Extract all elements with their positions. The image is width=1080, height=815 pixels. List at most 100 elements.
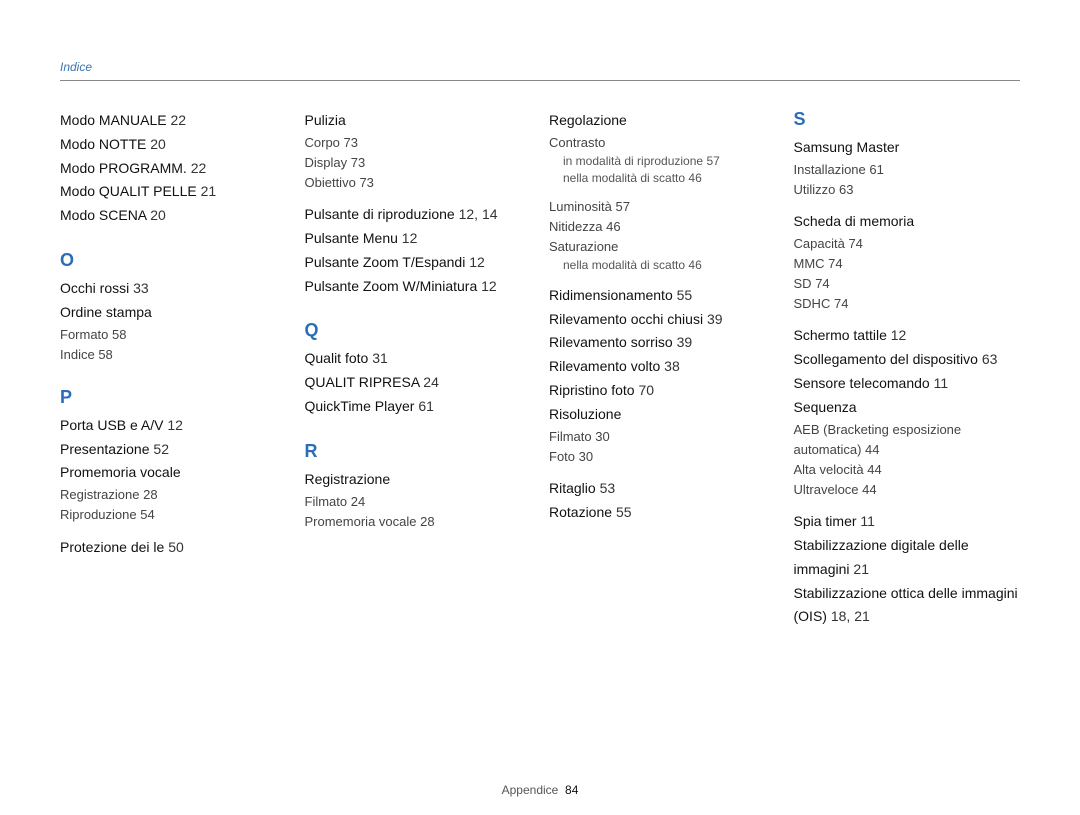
entry-label: Qualit foto bbox=[305, 350, 369, 366]
entry: Protezione dei le 50 bbox=[60, 536, 287, 560]
entry-page: 39 bbox=[677, 334, 693, 350]
spacer bbox=[305, 193, 532, 203]
sub-label: Formato bbox=[60, 327, 108, 342]
spacer bbox=[549, 187, 776, 197]
entry: QUALIT RIPRESA 24 bbox=[305, 371, 532, 395]
subentry: Utilizzo 63 bbox=[794, 180, 1021, 200]
entry: Stabilizzazione ottica delle immagini (O… bbox=[794, 582, 1021, 630]
entry: Pulsante di riproduzione 12, 14 bbox=[305, 203, 532, 227]
entry: Pulsante Zoom W/Miniatura 12 bbox=[305, 275, 532, 299]
sub-label: Promemoria vocale bbox=[305, 514, 417, 529]
subsub-label: nella modalità di scatto bbox=[563, 171, 685, 185]
sub-page: 58 bbox=[98, 347, 112, 362]
entry-label: Presentazione bbox=[60, 441, 150, 457]
section-header-p: P bbox=[60, 387, 287, 408]
subentry: Ultraveloce 44 bbox=[794, 480, 1021, 500]
sub-page: 54 bbox=[140, 507, 154, 522]
sub-label: Riproduzione bbox=[60, 507, 137, 522]
subsubentry: nella modalità di scatto 46 bbox=[549, 170, 776, 187]
entry-page: 12 bbox=[167, 417, 183, 433]
subentry: SD 74 bbox=[794, 274, 1021, 294]
entry-label: Samsung Master bbox=[794, 139, 900, 155]
entry-label: Ritaglio bbox=[549, 480, 596, 496]
subentry: Corpo 73 bbox=[305, 133, 532, 153]
entry: Ridimensionamento 55 bbox=[549, 284, 776, 308]
sub-label: Filmato bbox=[305, 494, 348, 509]
subentry: Obiettivo 73 bbox=[305, 173, 532, 193]
subentry: Foto 30 bbox=[549, 447, 776, 467]
sub-page: 74 bbox=[828, 256, 842, 271]
subsub-label: nella modalità di scatto bbox=[563, 258, 685, 272]
subentry: Display 73 bbox=[305, 153, 532, 173]
spacer bbox=[60, 526, 287, 536]
entry-label: Modo NOTTE bbox=[60, 136, 146, 152]
entry: Pulizia bbox=[305, 109, 532, 133]
sub-page: 74 bbox=[834, 296, 848, 311]
entry-label: Scollegamento del dispositivo bbox=[794, 351, 978, 367]
entry-label: Modo PROGRAMM. bbox=[60, 160, 187, 176]
sub-label: SDHC bbox=[794, 296, 831, 311]
entry: Sequenza bbox=[794, 396, 1021, 420]
subentry: Saturazione bbox=[549, 237, 776, 257]
entry-label: Occhi rossi bbox=[60, 280, 129, 296]
sub-label: Contrasto bbox=[549, 135, 605, 150]
subentry: Contrasto bbox=[549, 133, 776, 153]
entry: Spia timer 11 bbox=[794, 510, 1021, 534]
section-header-q: Q bbox=[305, 320, 532, 341]
entry-page: 21 bbox=[853, 561, 869, 577]
spacer bbox=[549, 274, 776, 284]
spacer bbox=[794, 500, 1021, 510]
entry-page: 12 bbox=[481, 278, 497, 294]
entry: Qualit foto 31 bbox=[305, 347, 532, 371]
footer-label: Appendice bbox=[502, 783, 559, 797]
footer-page-number: 84 bbox=[565, 783, 578, 797]
entry-label: Registrazione bbox=[305, 471, 391, 487]
index-columns: Modo MANUALE 22 Modo NOTTE 20 Modo PROGR… bbox=[60, 109, 1020, 629]
entry: Samsung Master bbox=[794, 136, 1021, 160]
sub-label: Ultraveloce bbox=[794, 482, 859, 497]
entry-page: 12 bbox=[891, 327, 907, 343]
subentry: Filmato 30 bbox=[549, 427, 776, 447]
entry: Regolazione bbox=[549, 109, 776, 133]
entry-label: Rilevamento sorriso bbox=[549, 334, 673, 350]
entry: Ordine stampa bbox=[60, 301, 287, 325]
header-label: Indice bbox=[60, 60, 92, 74]
entry-page: 24 bbox=[423, 374, 439, 390]
entry-page: 12 bbox=[469, 254, 485, 270]
entry: Presentazione 52 bbox=[60, 438, 287, 462]
entry-label: Scheda di memoria bbox=[794, 213, 915, 229]
sub-page: 44 bbox=[867, 462, 881, 477]
sub-page: 44 bbox=[862, 482, 876, 497]
subentry: SDHC 74 bbox=[794, 294, 1021, 314]
entry: Rilevamento volto 38 bbox=[549, 355, 776, 379]
col-1: Modo MANUALE 22 Modo NOTTE 20 Modo PROGR… bbox=[60, 109, 287, 629]
entry-label: Ordine stampa bbox=[60, 304, 152, 320]
entry-label: Sequenza bbox=[794, 399, 857, 415]
entry-page: 20 bbox=[150, 136, 166, 152]
entry-page: 12, 14 bbox=[459, 206, 498, 222]
sub-label: Display bbox=[305, 155, 348, 170]
sub-page: 73 bbox=[359, 175, 373, 190]
entry-label: Regolazione bbox=[549, 112, 627, 128]
sub-page: 24 bbox=[351, 494, 365, 509]
entry-label: Risoluzione bbox=[549, 406, 621, 422]
sub-page: 74 bbox=[848, 236, 862, 251]
section-header-r: R bbox=[305, 441, 532, 462]
sub-label: Filmato bbox=[549, 429, 592, 444]
sub-page: 63 bbox=[839, 182, 853, 197]
sub-label: MMC bbox=[794, 256, 825, 271]
entry: Ripristino foto 70 bbox=[549, 379, 776, 403]
entry-label: Pulsante Zoom T/Espandi bbox=[305, 254, 466, 270]
sub-page: 28 bbox=[420, 514, 434, 529]
entry-page: 39 bbox=[707, 311, 723, 327]
entry: Pulsante Zoom T/Espandi 12 bbox=[305, 251, 532, 275]
entry: Schermo tattile 12 bbox=[794, 324, 1021, 348]
entry-page: 70 bbox=[638, 382, 654, 398]
entry-page: 21 bbox=[201, 183, 217, 199]
subentry: Capacità 74 bbox=[794, 234, 1021, 254]
sub-label: Utilizzo bbox=[794, 182, 836, 197]
entry-label: Sensore telecomando bbox=[794, 375, 930, 391]
entry-label: Ripristino foto bbox=[549, 382, 635, 398]
subentry: Riproduzione 54 bbox=[60, 505, 287, 525]
sub-page: 30 bbox=[595, 429, 609, 444]
